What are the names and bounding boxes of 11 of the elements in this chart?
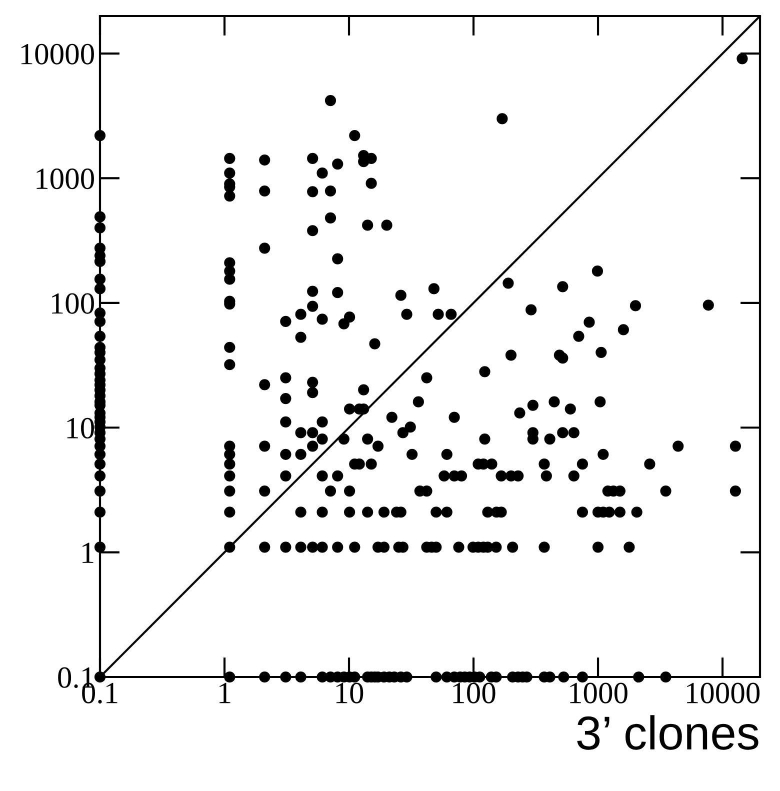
y-tick-label: 10 xyxy=(67,418,94,439)
y-tick-label: 10000 xyxy=(21,44,94,64)
x-axis-title: 3’ clones xyxy=(577,715,758,750)
x-tick-label: 1 xyxy=(220,682,230,704)
y-tick-label: 1000 xyxy=(36,168,94,190)
x-tick-label: 10000 xyxy=(687,682,760,704)
y-tick-label: 1 xyxy=(82,542,94,563)
y-tick-label: 100 xyxy=(52,293,94,314)
x-tick-label: 10 xyxy=(336,682,364,704)
x-tick-label: 100 xyxy=(453,682,496,704)
x-tick-label: 1000 xyxy=(570,682,628,704)
